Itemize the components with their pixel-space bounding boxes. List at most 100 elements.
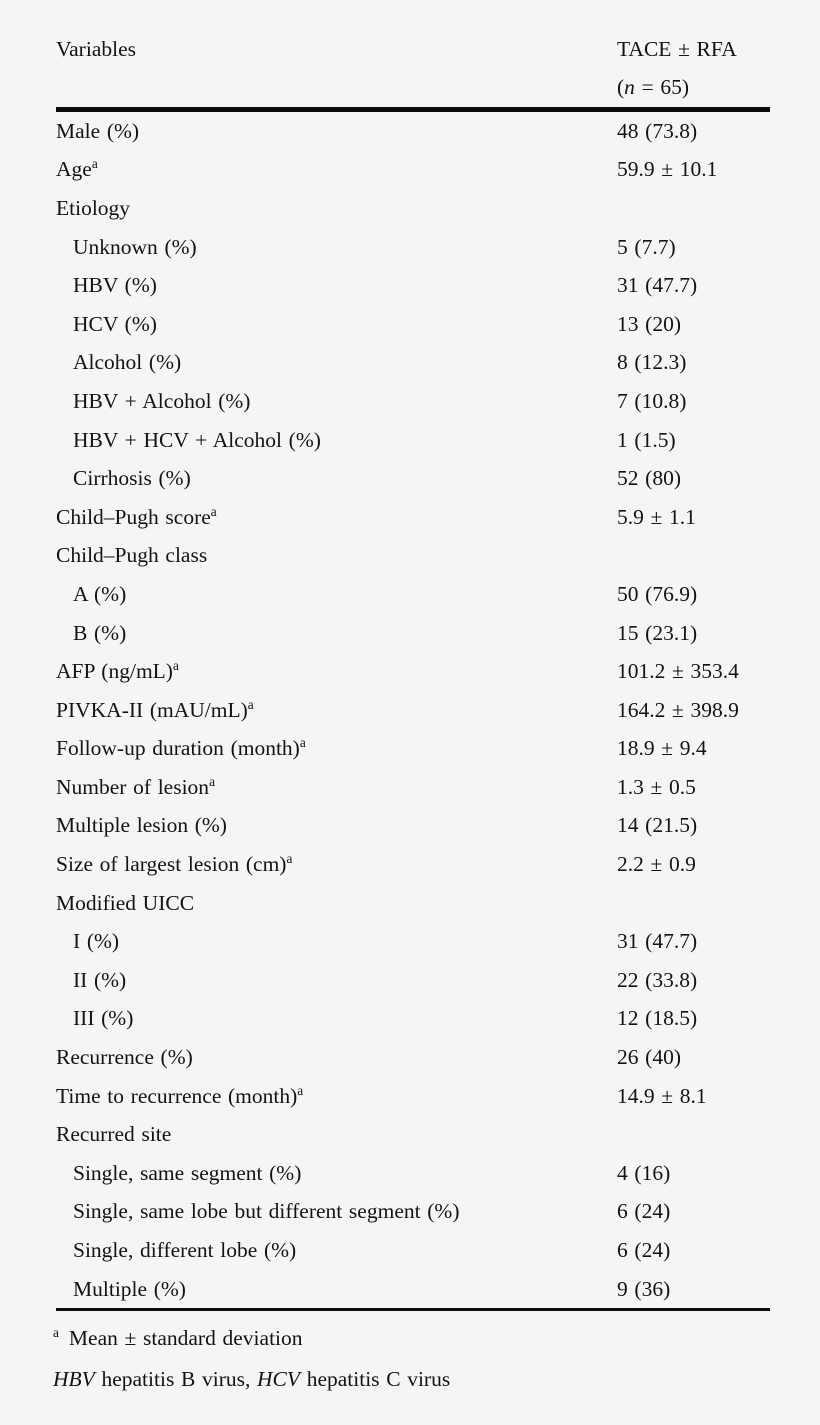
row-label: Cirrhosis (%) [73,466,191,491]
sample-size: (n = 65) [617,75,690,99]
row-value: 6 (24) [617,1238,671,1263]
table-row: Follow-up duration (month)a 18.9 ± 9.4 [56,730,770,769]
row-value: 15 (23.1) [617,620,698,645]
table-row: Multiple lesion (%) 14 (21.5) [56,807,770,846]
row-value: 1.3 ± 0.5 [617,774,696,799]
table-row: Single, different lobe (%) 6 (24) [56,1231,770,1270]
row-label: Male (%) [56,118,140,143]
footnote-marker: a [247,696,254,712]
row-value: 4 (16) [617,1160,671,1185]
row-label: HBV + HCV + Alcohol (%) [73,427,321,452]
table-row: Size of largest lesion (cm)a 2.2 ± 0.9 [56,845,770,884]
footnote-abbreviations: HBV hepatitis B virus, HCV hepatitis C v… [53,1367,451,1392]
table-row: Recurred site [56,1115,770,1154]
row-label: Single, different lobe (%) [73,1238,297,1263]
row-label: Multiple lesion (%) [56,813,227,838]
row-value: 101.2 ± 353.4 [617,659,739,684]
table-row: Cirrhosis (%) 52 (80) [56,459,770,498]
table-row: Agea 59.9 ± 10.1 [56,151,770,190]
row-label: Alcohol (%) [73,350,182,375]
row-label: Follow-up duration (month)a [56,735,306,761]
row-label: Single, same lobe but different segment … [73,1199,460,1224]
table-row: HCV (%) 13 (20) [56,305,770,344]
row-value: 52 (80) [617,466,681,491]
row-value: 26 (40) [617,1045,681,1070]
row-label: I (%) [73,929,120,954]
row-value: 14.9 ± 8.1 [617,1083,707,1108]
table-row: Time to recurrence (month)a 14.9 ± 8.1 [56,1077,770,1116]
table-row: Multiple (%) 9 (36) [56,1270,770,1309]
table-row: Recurrence (%) 26 (40) [56,1038,770,1077]
table-row: Single, same segment (%) 4 (16) [56,1154,770,1193]
footnotes: a Mean ± standard deviation HBV hepatitis… [53,1318,820,1400]
header-col-treatment: TACE ± RFA (n = 65) [617,30,770,106]
row-label: Agea [56,156,98,182]
row-label: Unknown (%) [73,234,197,259]
footnote-mean-sd: a Mean ± standard deviation [53,1325,303,1351]
footnote-marker: a [53,1325,59,1341]
table-row: PIVKA-II (mAU/mL)a 164.2 ± 398.9 [56,691,770,730]
footnote-marker: a [299,735,306,751]
row-label: PIVKA-II (mAU/mL)a [56,696,254,722]
table-row: AFP (ng/mL)a 101.2 ± 353.4 [56,652,770,691]
footnote-marker: a [209,773,215,789]
row-value: 22 (33.8) [617,967,698,992]
treatment-group-label: TACE ± RFA [617,37,737,61]
table-row: Number of lesiona 1.3 ± 0.5 [56,768,770,807]
row-label: AFP (ng/mL)a [56,657,179,684]
table-row: Child–Pugh scorea 5.9 ± 1.1 [56,498,770,537]
row-label: II (%) [73,967,127,992]
row-value: 14 (21.5) [617,813,698,838]
row-label: Modified UICC [56,890,195,915]
row-value: 7 (10.8) [617,388,687,413]
table-row: HBV (%) 31 (47.7) [56,266,770,305]
hbv-abbrev: HBV [53,1367,95,1392]
footnote-marker: a [91,156,98,172]
row-label: HBV + Alcohol (%) [73,388,251,413]
row-label: Etiology [56,195,131,220]
row-value: 9 (36) [617,1276,671,1301]
table-row: HBV + Alcohol (%) 7 (10.8) [56,382,770,421]
row-value: 31 (47.7) [617,929,698,954]
row-label: HBV (%) [73,273,157,298]
row-label: HCV (%) [73,311,157,336]
row-label: Child–Pugh scorea [56,503,217,529]
footnote-marker: a [286,850,293,866]
row-label: Recurrence (%) [56,1045,193,1070]
table-row: Modified UICC [56,884,770,923]
row-value: 59.9 ± 10.1 [617,157,718,182]
table-row: III (%) 12 (18.5) [56,1000,770,1039]
table-row: Alcohol (%) 8 (12.3) [56,344,770,383]
row-value: 18.9 ± 9.4 [617,736,707,761]
footnote-marker: a [297,1082,304,1098]
row-value: 13 (20) [617,311,681,336]
row-label: A (%) [73,581,127,606]
row-label: Single, same segment (%) [73,1160,302,1185]
header-rule [56,107,770,112]
row-value: 6 (24) [617,1199,671,1224]
table-row: Single, same lobe but different segment … [56,1193,770,1232]
table-row: A (%) 50 (76.9) [56,575,770,614]
row-label: Time to recurrence (month)a [56,1082,304,1108]
table-row: HBV + HCV + Alcohol (%) 1 (1.5) [56,421,770,460]
row-value: 8 (12.3) [617,350,687,375]
table-row: I (%) 31 (47.7) [56,922,770,961]
table-row: Child–Pugh class [56,537,770,576]
row-value: 164.2 ± 398.9 [617,697,739,722]
characteristics-table: Variables TACE ± RFA (n = 65) Male (%) 4… [56,30,770,1312]
bottom-rule [56,1308,770,1312]
table-row: II (%) 22 (33.8) [56,961,770,1000]
row-label: III (%) [73,1006,134,1031]
row-value: 5.9 ± 1.1 [617,504,696,529]
hcv-abbrev: HCV [257,1367,301,1392]
row-label: Multiple (%) [73,1276,186,1301]
header-col-variables: Variables [56,37,136,61]
row-label: Number of lesiona [56,773,215,799]
footnote-marker: a [210,503,217,519]
row-value: 12 (18.5) [617,1006,698,1031]
row-label: B (%) [73,620,127,645]
table-row: Unknown (%) 5 (7.7) [56,228,770,267]
row-label: Recurred site [56,1122,172,1147]
row-value: 48 (73.8) [617,118,698,143]
